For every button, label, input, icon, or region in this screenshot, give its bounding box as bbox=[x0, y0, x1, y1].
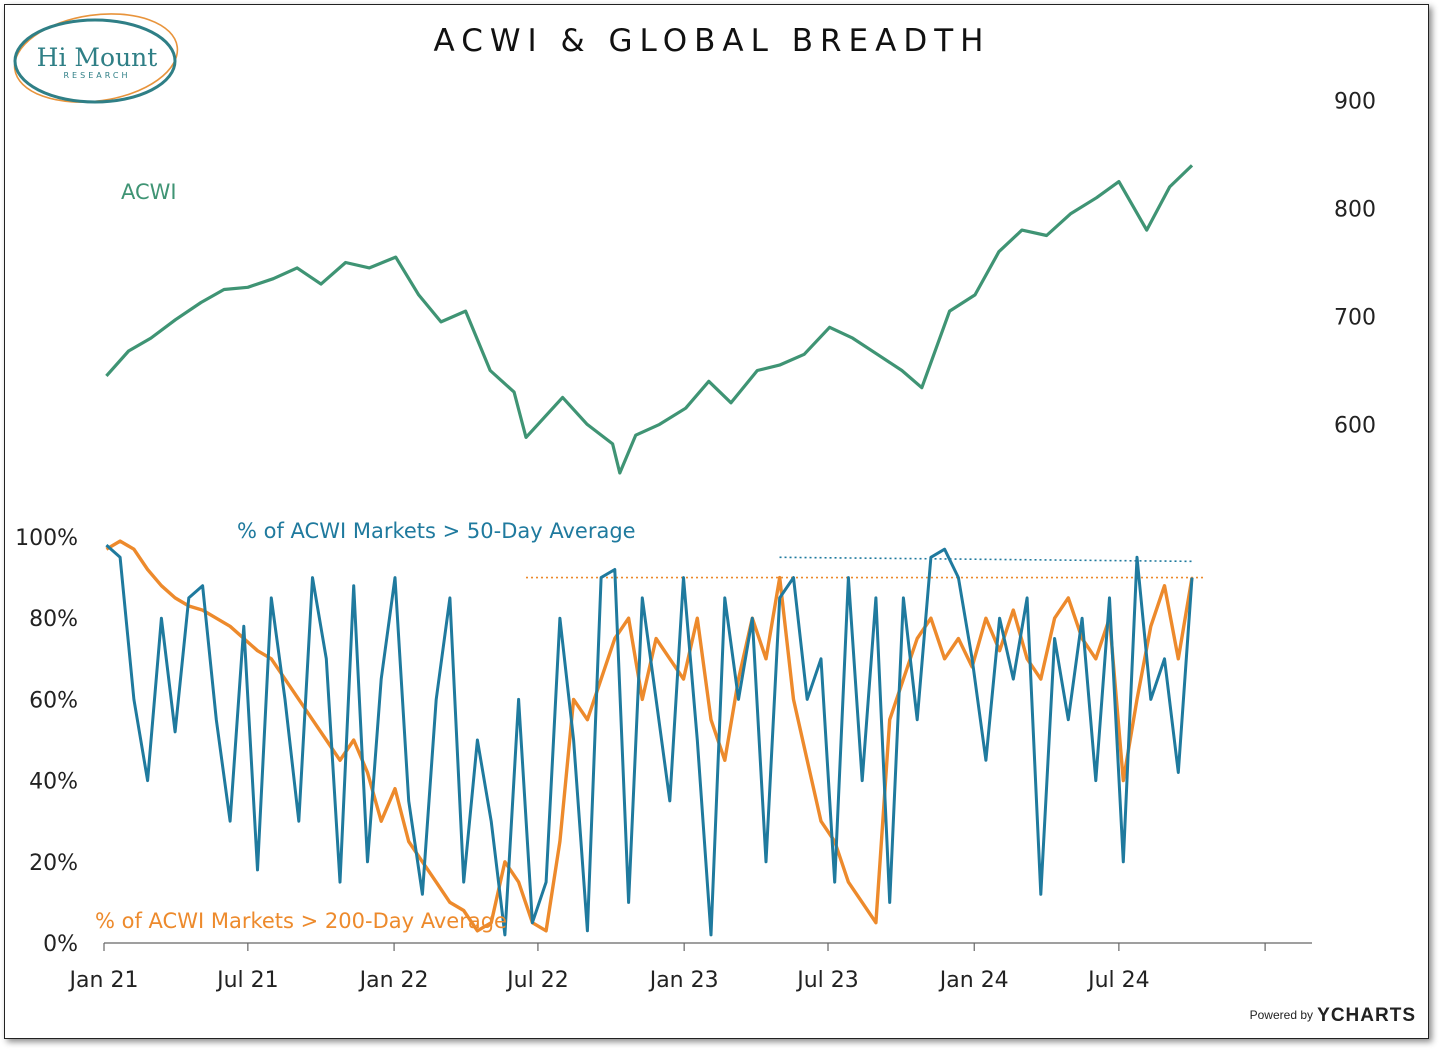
breadth-y-tick-label: 20% bbox=[29, 851, 78, 876]
reference-line bbox=[779, 556, 1193, 563]
acwi-y-tick-label: 700 bbox=[1334, 305, 1376, 330]
acwi-y-tick-label: 800 bbox=[1334, 198, 1376, 223]
reference-lines bbox=[526, 556, 1204, 579]
powered-by-text: Powered by bbox=[1250, 1008, 1313, 1022]
breadth-y-tick-label: 100% bbox=[15, 526, 78, 551]
series-50-day-label: % of ACWI Markets > 50-Day Average bbox=[237, 519, 636, 543]
breadth-y-tick-label: 0% bbox=[43, 932, 78, 957]
breadth-y-tick-label: 80% bbox=[29, 607, 78, 632]
breadth-y-tick-label: 60% bbox=[29, 688, 78, 713]
acwi-y-tick-label: 600 bbox=[1334, 413, 1376, 438]
chart-title: ACWI & GLOBAL BREADTH bbox=[434, 23, 991, 59]
x-axis: Jan 21 Jul 21 Jan 22 Jul 22 Jan 23 Jul 23 Jan … bbox=[68, 943, 1266, 993]
breadth-y-tick-label: 40% bbox=[29, 770, 78, 795]
ycharts-logo: YCHARTS bbox=[1317, 1005, 1416, 1026]
acwi-series-label: ACWI bbox=[121, 180, 177, 204]
x-tick-label: Jan 23 bbox=[648, 968, 719, 993]
x-tick-label: Jul 21 bbox=[215, 968, 279, 993]
x-tick-label: Jul 23 bbox=[795, 968, 859, 993]
logo-name: Hi Mount bbox=[37, 43, 158, 72]
logo-subtitle: RESEARCH bbox=[64, 71, 131, 80]
x-tick-label: Jan 24 bbox=[938, 968, 1009, 993]
x-tick-label: Jan 21 bbox=[68, 968, 139, 993]
breadth-y-axis: 0% 20% 40% 60% 80% 100% bbox=[15, 526, 78, 957]
series-50-day-line bbox=[105, 543, 1194, 937]
chart-frame bbox=[4, 4, 1429, 1039]
x-tick-label: Jan 22 bbox=[358, 968, 429, 993]
series-200-day-line bbox=[105, 539, 1194, 933]
x-tick-label: Jul 24 bbox=[1086, 968, 1150, 993]
x-tick-label: Jul 22 bbox=[505, 968, 569, 993]
logo: Hi Mount RESEARCH bbox=[13, 13, 179, 104]
acwi-series-line bbox=[105, 164, 1194, 475]
acwi-y-axis: 600 700 800 900 bbox=[1334, 90, 1376, 439]
acwi-y-tick-label: 900 bbox=[1334, 90, 1376, 115]
series-200-day-label: % of ACWI Markets > 200-Day Average bbox=[95, 909, 507, 933]
